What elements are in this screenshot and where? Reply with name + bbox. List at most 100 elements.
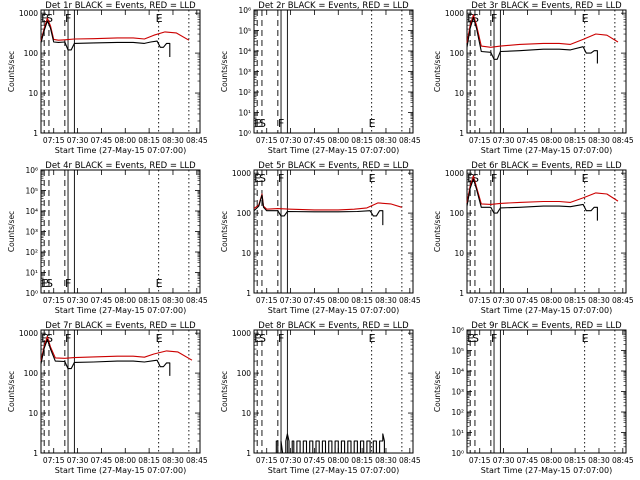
event-marker-label: F [65, 277, 71, 290]
event-marker-label: F [278, 172, 284, 185]
y-tick-label: 100 [450, 49, 465, 58]
y-tick-label: 10¹ [451, 429, 464, 438]
event-marker-label: E [41, 332, 48, 345]
y-tick-label: 10⁵ [25, 187, 38, 196]
x-axis-label: Start Time (27-May-15 07:07:00) [481, 146, 612, 155]
x-tick-label: 07:30 [493, 296, 515, 305]
y-tick-label: 1000 [232, 329, 251, 338]
x-tick-label: 08:45 [186, 456, 208, 465]
x-tick-label: 08:00 [327, 296, 349, 305]
x-tick-label: 08:30 [375, 456, 397, 465]
y-axis-label: Counts/sec [220, 51, 229, 92]
y-axis-label: Counts/sec [7, 371, 16, 412]
y-axis-label: Counts/sec [220, 371, 229, 412]
event-marker-label: E [369, 332, 376, 345]
events-series-line [275, 433, 385, 454]
x-tick-label: 08:45 [399, 296, 421, 305]
y-tick-label: 10⁶ [451, 326, 464, 335]
y-axis-label: Counts/sec [433, 51, 442, 92]
x-tick-label: 08:45 [612, 296, 634, 305]
x-axis-label: Start Time (27-May-15 07:07:00) [481, 466, 612, 475]
y-tick-label: 10¹ [238, 109, 251, 118]
y-tick-label: 10² [25, 248, 38, 257]
x-axis-label: Start Time (27-May-15 07:07:00) [55, 146, 186, 155]
x-tick-label: 08:30 [375, 136, 397, 145]
x-tick-label: 08:15 [351, 456, 373, 465]
x-tick-label: 07:15 [256, 136, 278, 145]
chart-title: Det 9r BLACK = Events, RED = LLD [471, 321, 622, 331]
event-marker-label: E [467, 332, 474, 345]
event-marker-label: E [41, 12, 48, 25]
x-axis-label: Start Time (27-May-15 07:07:00) [55, 306, 186, 315]
x-tick-label: 08:00 [540, 136, 562, 145]
x-tick-label: 07:45 [517, 456, 539, 465]
chart-panel-6r: Det 6r BLACK = Events, RED = LLD 1 10 100 10… [433, 161, 634, 315]
x-tick-label: 08:45 [612, 136, 634, 145]
x-tick-label: 08:30 [588, 456, 610, 465]
x-tick-label: 07:45 [91, 456, 113, 465]
x-tick-label: 07:15 [256, 456, 278, 465]
x-tick-label: 07:45 [304, 296, 326, 305]
x-tick-label: 08:30 [588, 296, 610, 305]
y-tick-label: 10 [28, 89, 38, 98]
x-tick-label: 07:30 [67, 136, 89, 145]
y-tick-label: 10⁵ [451, 347, 464, 356]
x-tick-label: 07:15 [469, 136, 491, 145]
plot-frame [40, 9, 201, 134]
x-tick-label: 07:45 [517, 296, 539, 305]
y-tick-label: 10⁰ [25, 289, 38, 298]
event-marker-label: E [156, 12, 163, 25]
x-tick-label: 08:00 [114, 456, 136, 465]
x-tick-label: 08:30 [162, 456, 184, 465]
events-series-line [40, 20, 171, 57]
y-tick-label: 1000 [445, 169, 464, 178]
y-axis-label: Counts/sec [7, 51, 16, 92]
plot-frame [466, 9, 627, 134]
chart-title: Det 1r BLACK = Events, RED = LLD [45, 1, 196, 11]
lld-series-line [40, 336, 193, 362]
x-tick-label: 08:45 [186, 296, 208, 305]
y-tick-label: 10⁰ [451, 449, 464, 458]
lld-series-line [253, 193, 403, 211]
x-tick-label: 08:00 [327, 456, 349, 465]
y-tick-label: 100 [24, 49, 39, 58]
events-series-line [466, 178, 598, 221]
x-tick-label: 08:15 [351, 296, 373, 305]
x-axis-label: Start Time (27-May-15 07:07:00) [268, 146, 399, 155]
y-axis-label: Counts/sec [220, 211, 229, 252]
x-tick-label: 07:30 [67, 296, 89, 305]
x-tick-label: 08:15 [351, 136, 373, 145]
y-tick-label: 1 [246, 449, 251, 458]
chart-title: Det 7r BLACK = Events, RED = LLD [45, 321, 196, 331]
y-tick-label: 10² [451, 408, 464, 417]
x-tick-label: 08:15 [564, 296, 586, 305]
y-tick-label: 10 [454, 249, 464, 258]
y-tick-label: 10⁰ [238, 129, 251, 138]
x-tick-label: 08:15 [138, 136, 160, 145]
event-marker-label: F [278, 117, 284, 130]
event-marker-label: S [46, 332, 53, 345]
x-tick-label: 07:15 [43, 456, 65, 465]
x-tick-label: 08:30 [588, 136, 610, 145]
event-marker-label: S [472, 172, 479, 185]
x-tick-label: 07:30 [280, 296, 302, 305]
x-tick-label: 08:15 [138, 296, 160, 305]
y-tick-label: 10³ [451, 388, 464, 397]
y-tick-label: 1 [459, 289, 464, 298]
x-tick-label: 08:30 [162, 296, 184, 305]
x-tick-label: 07:15 [256, 296, 278, 305]
event-marker-label: E [254, 332, 261, 345]
event-marker-label: S [46, 277, 53, 290]
chart-title: Det 2r BLACK = Events, RED = LLD [258, 1, 409, 11]
chart-panel-8r: Det 8r BLACK = Events, RED = LLD 1 10 100 10… [220, 321, 421, 475]
event-marker-label: E [369, 117, 376, 130]
x-axis-label: Start Time (27-May-15 07:07:00) [268, 466, 399, 475]
y-tick-label: 10³ [238, 68, 251, 77]
event-marker-label: E [156, 277, 163, 290]
lld-series-line [466, 14, 619, 48]
x-tick-label: 07:30 [493, 456, 515, 465]
event-marker-label: S [46, 12, 53, 25]
x-tick-label: 07:15 [469, 296, 491, 305]
chart-title: Det 5r BLACK = Events, RED = LLD [258, 161, 409, 171]
